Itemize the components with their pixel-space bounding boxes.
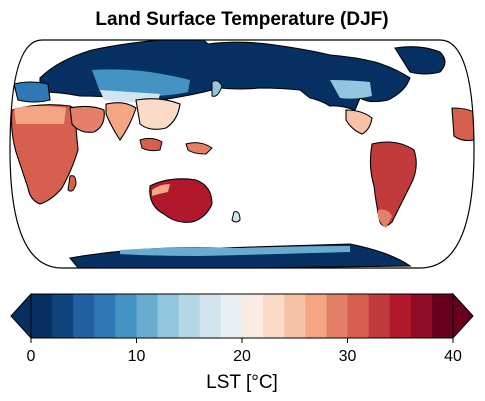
land-eurasia-midlat bbox=[92, 69, 190, 96]
land-mexico bbox=[345, 109, 373, 135]
colorbar-bin bbox=[410, 294, 433, 338]
colorbar-bin bbox=[431, 294, 454, 338]
globe-outline bbox=[9, 39, 475, 269]
colorbar-bin bbox=[242, 294, 264, 338]
land-india bbox=[105, 102, 137, 141]
land-new-zealand bbox=[231, 211, 241, 223]
colorbar-bins bbox=[31, 294, 454, 338]
colorbar-bin bbox=[220, 294, 243, 338]
colorbar-bin bbox=[157, 294, 180, 338]
land-southeast-asia bbox=[135, 98, 181, 130]
colorbar-bin bbox=[326, 294, 349, 338]
colorbar-tick-label: 20 bbox=[233, 348, 251, 365]
land-japan bbox=[211, 80, 223, 97]
colorbar-over-triangle bbox=[452, 292, 474, 340]
colorbar-bin bbox=[263, 294, 285, 338]
land-east-edge bbox=[451, 107, 474, 142]
land-layer bbox=[10, 40, 474, 268]
colorbar-bin bbox=[52, 294, 74, 338]
colorbar-bin bbox=[178, 294, 201, 338]
colorbar-tick-label: 30 bbox=[339, 348, 357, 365]
colorbar-bin bbox=[347, 294, 370, 338]
land-indonesia bbox=[139, 137, 163, 152]
colorbar-bin bbox=[115, 294, 138, 338]
colorbar-ticks: 0 10 20 30 40 bbox=[27, 338, 462, 365]
colorbar: 0 10 20 30 40 LST [°C] bbox=[10, 292, 474, 393]
colorbar-tick-label: 40 bbox=[444, 348, 462, 365]
land-australia-coast bbox=[152, 184, 170, 196]
land-new-guinea bbox=[185, 142, 213, 155]
land-antarctica-coast bbox=[120, 246, 350, 256]
land-south-america-south bbox=[378, 209, 392, 228]
colorbar-bin bbox=[305, 294, 327, 338]
land-arabia bbox=[69, 105, 105, 133]
colorbar-bin bbox=[389, 294, 412, 338]
map-title: Land Surface Temperature (DJF) bbox=[95, 9, 388, 30]
land-europe-west bbox=[13, 81, 51, 103]
colorbar-bin bbox=[199, 294, 222, 338]
land-south-america bbox=[369, 141, 417, 227]
colorbar-bin bbox=[31, 294, 53, 338]
colorbar-bin bbox=[368, 294, 391, 338]
colorbar-bin bbox=[136, 294, 159, 338]
colorbar-tick-label: 10 bbox=[128, 348, 146, 365]
land-madagascar bbox=[67, 175, 77, 192]
colorbar-bin bbox=[284, 294, 306, 338]
colorbar-tick-label: 0 bbox=[27, 348, 36, 365]
land-greenland bbox=[394, 46, 446, 75]
land-north-america-midlat bbox=[330, 80, 372, 99]
colorbar-label: LST [°C] bbox=[206, 372, 278, 393]
land-sahara-hot bbox=[14, 106, 66, 124]
map-globe bbox=[9, 39, 475, 269]
colorbar-bin bbox=[73, 294, 95, 338]
colorbar-under-triangle bbox=[10, 292, 32, 340]
colorbar-bin bbox=[94, 294, 116, 338]
